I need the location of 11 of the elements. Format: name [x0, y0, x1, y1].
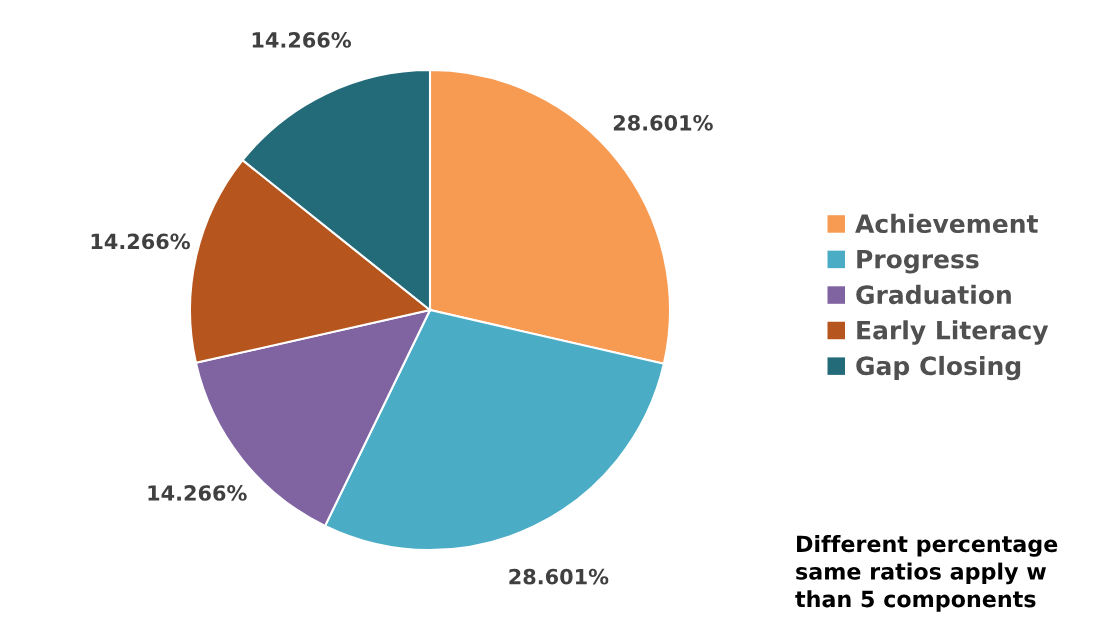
- data-label: 14.266%: [252, 32, 352, 48]
- data-label: 14.266%: [148, 485, 247, 501]
- text: Different percentage same ratios apply w than 5 components: [795, 535, 1058, 612]
- legend-label: Early Literacy: [857, 320, 1049, 345]
- legend-label: Progress: [857, 249, 979, 274]
- data-label: 14.266%: [91, 233, 190, 250]
- legend-label: Achievement: [855, 213, 1038, 234]
- data-label: 28.601%: [509, 568, 609, 585]
- legend-label: Graduation: [856, 284, 1011, 305]
- data-label: 28.601%: [613, 114, 713, 131]
- legend-label: Gap Closing: [856, 355, 1021, 381]
